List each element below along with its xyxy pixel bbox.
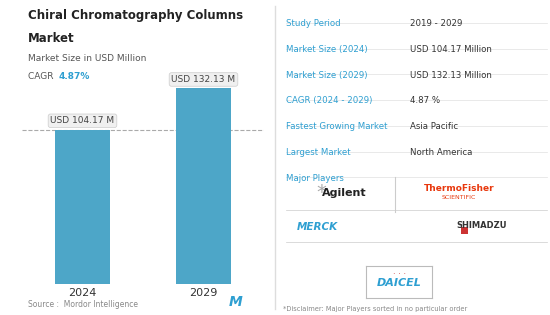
- Text: CAGR: CAGR: [28, 72, 56, 82]
- Text: SHIMADZU: SHIMADZU: [456, 221, 507, 230]
- Text: ThermoFisher: ThermoFisher: [424, 184, 494, 192]
- Text: SCIENTIFIC: SCIENTIFIC: [442, 195, 476, 200]
- Text: Source :  Mordor Intelligence: Source : Mordor Intelligence: [28, 300, 138, 309]
- Text: Market Size (2029): Market Size (2029): [286, 71, 367, 80]
- Text: M: M: [228, 295, 242, 309]
- Text: USD 104.17 Million: USD 104.17 Million: [410, 45, 492, 54]
- Text: DAICEL: DAICEL: [377, 278, 422, 289]
- Text: Agilent: Agilent: [321, 188, 366, 198]
- Text: Market Size (2024): Market Size (2024): [286, 45, 367, 54]
- Text: North America: North America: [410, 148, 472, 157]
- Text: USD 104.17 M: USD 104.17 M: [51, 116, 114, 125]
- Text: *Disclaimer: Major Players sorted in no particular order: *Disclaimer: Major Players sorted in no …: [283, 306, 468, 312]
- Text: USD 132.13 M: USD 132.13 M: [172, 75, 235, 84]
- Text: 4.87 %: 4.87 %: [410, 96, 440, 106]
- Text: *: *: [317, 183, 327, 202]
- Text: Market Size in USD Million: Market Size in USD Million: [28, 54, 146, 63]
- Text: Asia Pacific: Asia Pacific: [410, 122, 458, 131]
- Text: . . .: . . .: [393, 267, 406, 276]
- Text: 4.87%: 4.87%: [59, 72, 90, 82]
- Text: Chiral Chromatography Columns: Chiral Chromatography Columns: [28, 9, 243, 22]
- Text: CAGR (2024 - 2029): CAGR (2024 - 2029): [286, 96, 372, 106]
- Bar: [176, 89, 231, 284]
- Text: 2019 - 2029: 2019 - 2029: [410, 19, 462, 28]
- Bar: [55, 130, 109, 284]
- Text: Major Players: Major Players: [286, 174, 344, 183]
- Text: MERCK: MERCK: [297, 222, 338, 232]
- Text: USD 132.13 Million: USD 132.13 Million: [410, 71, 492, 80]
- Text: Largest Market: Largest Market: [286, 148, 351, 157]
- Text: Study Period: Study Period: [286, 19, 340, 28]
- Text: Fastest Growing Market: Fastest Growing Market: [286, 122, 388, 131]
- Text: Market: Market: [28, 32, 74, 44]
